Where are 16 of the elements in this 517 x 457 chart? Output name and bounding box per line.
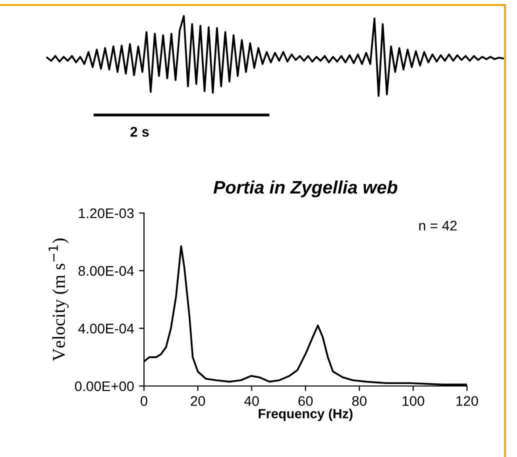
y-tick-label: 4.00E-04: [78, 324, 134, 334]
text: 2 s: [130, 126, 149, 137]
x-tick-label: 60: [298, 396, 313, 406]
y-tick-label: 0.00E+00: [74, 381, 134, 392]
x-tick-label: 100: [402, 396, 424, 406]
annotation: n = 42: [419, 220, 457, 230]
y-tick-label: 8.00E-04: [78, 266, 134, 276]
x-tick-label: 0: [140, 396, 148, 406]
y-tick-label: 1.20E-03: [78, 208, 134, 218]
x-axis-title: Frequency (Hz): [258, 408, 352, 421]
x-tick-label: 120: [456, 396, 478, 406]
x-tick-label: 40: [244, 396, 259, 406]
x-tick-label: 80: [352, 396, 367, 406]
x-tick-label: 20: [190, 396, 206, 406]
chart-title: Portia in Zygellia web: [214, 180, 398, 198]
y-axis-title: Velocity (m s$^{−1}$): [48, 238, 69, 362]
